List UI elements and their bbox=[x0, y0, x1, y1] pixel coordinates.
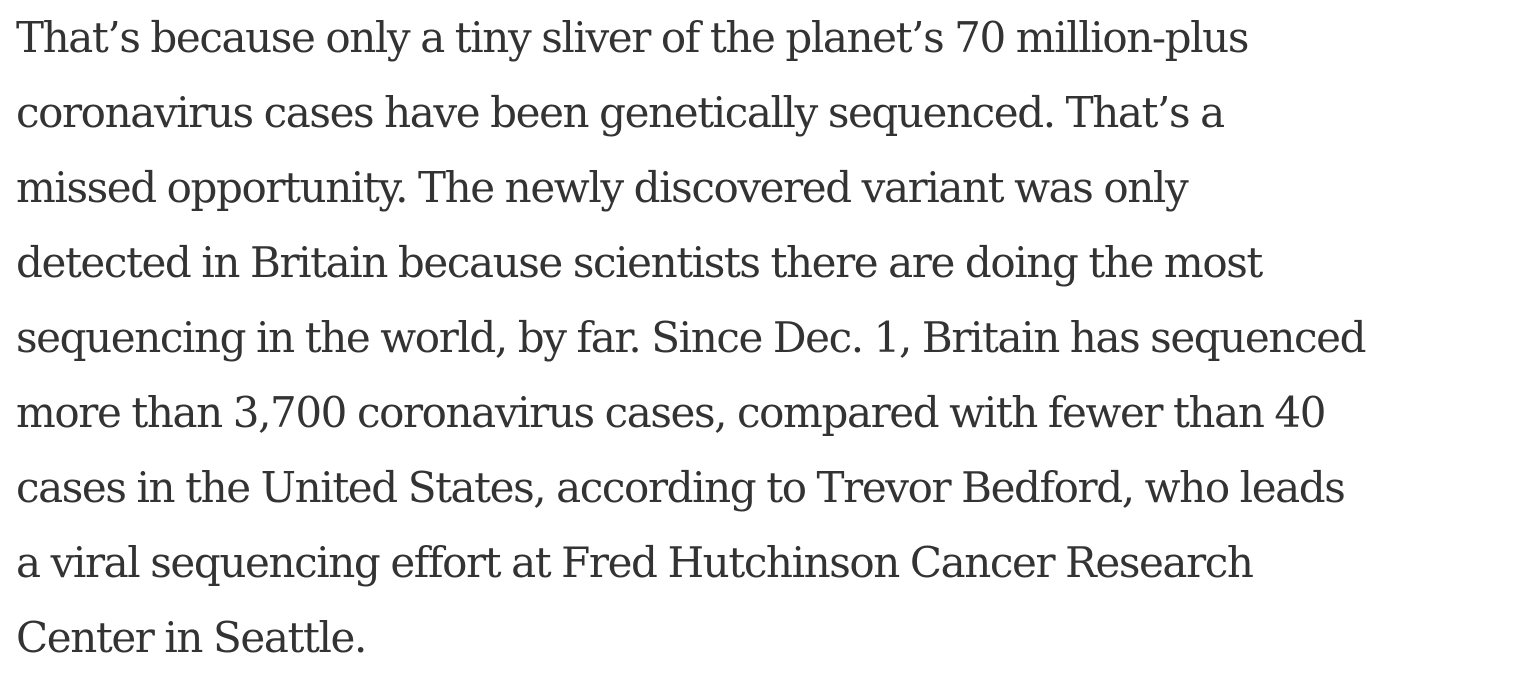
paragraph-line-8: a viral sequencing effort at Fred Hutchi… bbox=[16, 538, 1254, 587]
article-paragraph: That’s because only a tiny sliver of the… bbox=[16, 0, 1516, 675]
article-body: That’s because only a tiny sliver of the… bbox=[16, 0, 1516, 675]
paragraph-line-1: That’s because only a tiny sliver of the… bbox=[16, 13, 1249, 62]
paragraph-line-7: cases in the United States, according to… bbox=[16, 463, 1346, 512]
paragraph-line-4: detected in Britain because scientists t… bbox=[16, 238, 1263, 287]
paragraph-line-6: more than 3,700 coronavirus cases, compa… bbox=[16, 388, 1326, 437]
paragraph-line-5: sequencing in the world, by far. Since D… bbox=[16, 313, 1367, 362]
paragraph-line-2: coronavirus cases have been genetically … bbox=[16, 88, 1225, 137]
paragraph-line-9: Center in Seattle. bbox=[16, 613, 367, 662]
paragraph-line-3: missed opportunity. The newly discovered… bbox=[16, 163, 1189, 212]
